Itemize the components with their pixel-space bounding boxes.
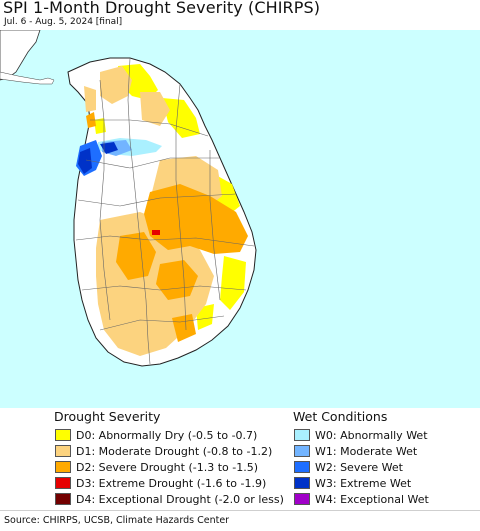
wet-areas (76, 138, 162, 176)
legend-item-d0: D0: Abnormally Dry (-0.5 to -0.7) (55, 428, 257, 442)
footer: Source: CHIRPS, UCSB, Climate Hazards Ce… (0, 510, 480, 531)
d3-area (152, 230, 160, 235)
legend-swatch-d2 (55, 461, 71, 473)
legend-swatch-w3 (294, 477, 310, 489)
wet-legend-title: Wet Conditions (293, 409, 388, 424)
legend-swatch-w1 (294, 445, 310, 457)
legend-swatch-d0 (55, 429, 71, 441)
map-subtitle: Jul. 6 - Aug. 5, 2024 [final] (4, 17, 123, 27)
legend-label-w3: W3: Extreme Wet (315, 476, 412, 490)
legend-item-d1: D1: Moderate Drought (-0.8 to -1.2) (55, 444, 272, 458)
legend-swatch-d4 (55, 493, 71, 505)
legend-label-w1: W1: Moderate Wet (315, 444, 418, 458)
district-boundaries (75, 57, 255, 365)
legend-label-d1: D1: Moderate Drought (-0.8 to -1.2) (76, 444, 273, 458)
legend-item-w2: W2: Severe Wet (294, 460, 403, 474)
source-credit: Source: CHIRPS, UCSB, Climate Hazards Ce… (4, 515, 230, 526)
d2-areas (86, 112, 248, 342)
legend-swatch-d3 (55, 477, 71, 489)
legend-swatch-w0 (294, 429, 310, 441)
legend-swatch-d1 (55, 445, 71, 457)
drought-map (0, 30, 480, 408)
legend-item-w0: W0: Abnormally Wet (294, 428, 428, 442)
legend: Drought Severity Wet Conditions D0: Abno… (0, 408, 480, 510)
legend-label-w4: W4: Exceptional Wet (315, 492, 429, 506)
legend-label-d2: D2: Severe Drought (-1.3 to -1.5) (76, 460, 259, 474)
legend-swatch-w2 (294, 461, 310, 473)
map-title: SPI 1-Month Drought Severity (CHIRPS) (3, 0, 321, 17)
legend-label-d4: D4: Exceptional Drought (-2.0 or less) (76, 492, 284, 506)
legend-label-d3: D3: Extreme Drought (-1.6 to -1.9) (76, 476, 267, 490)
drought-legend-title: Drought Severity (54, 409, 161, 424)
legend-item-d2: D2: Severe Drought (-1.3 to -1.5) (55, 460, 258, 474)
legend-label-w0: W0: Abnormally Wet (315, 428, 428, 442)
legend-label-w2: W2: Severe Wet (315, 460, 403, 474)
legend-item-d3: D3: Extreme Drought (-1.6 to -1.9) (55, 476, 266, 490)
legend-item-w4: W4: Exceptional Wet (294, 492, 429, 506)
legend-swatch-w4 (294, 493, 310, 505)
legend-label-d0: D0: Abnormally Dry (-0.5 to -0.7) (76, 428, 258, 442)
legend-item-w1: W1: Moderate Wet (294, 444, 417, 458)
map-header: SPI 1-Month Drought Severity (CHIRPS) Ju… (0, 0, 480, 30)
legend-item-d4: D4: Exceptional Drought (-2.0 or less) (55, 492, 284, 506)
island-outline (0, 71, 55, 85)
legend-item-w3: W3: Extreme Wet (294, 476, 411, 490)
